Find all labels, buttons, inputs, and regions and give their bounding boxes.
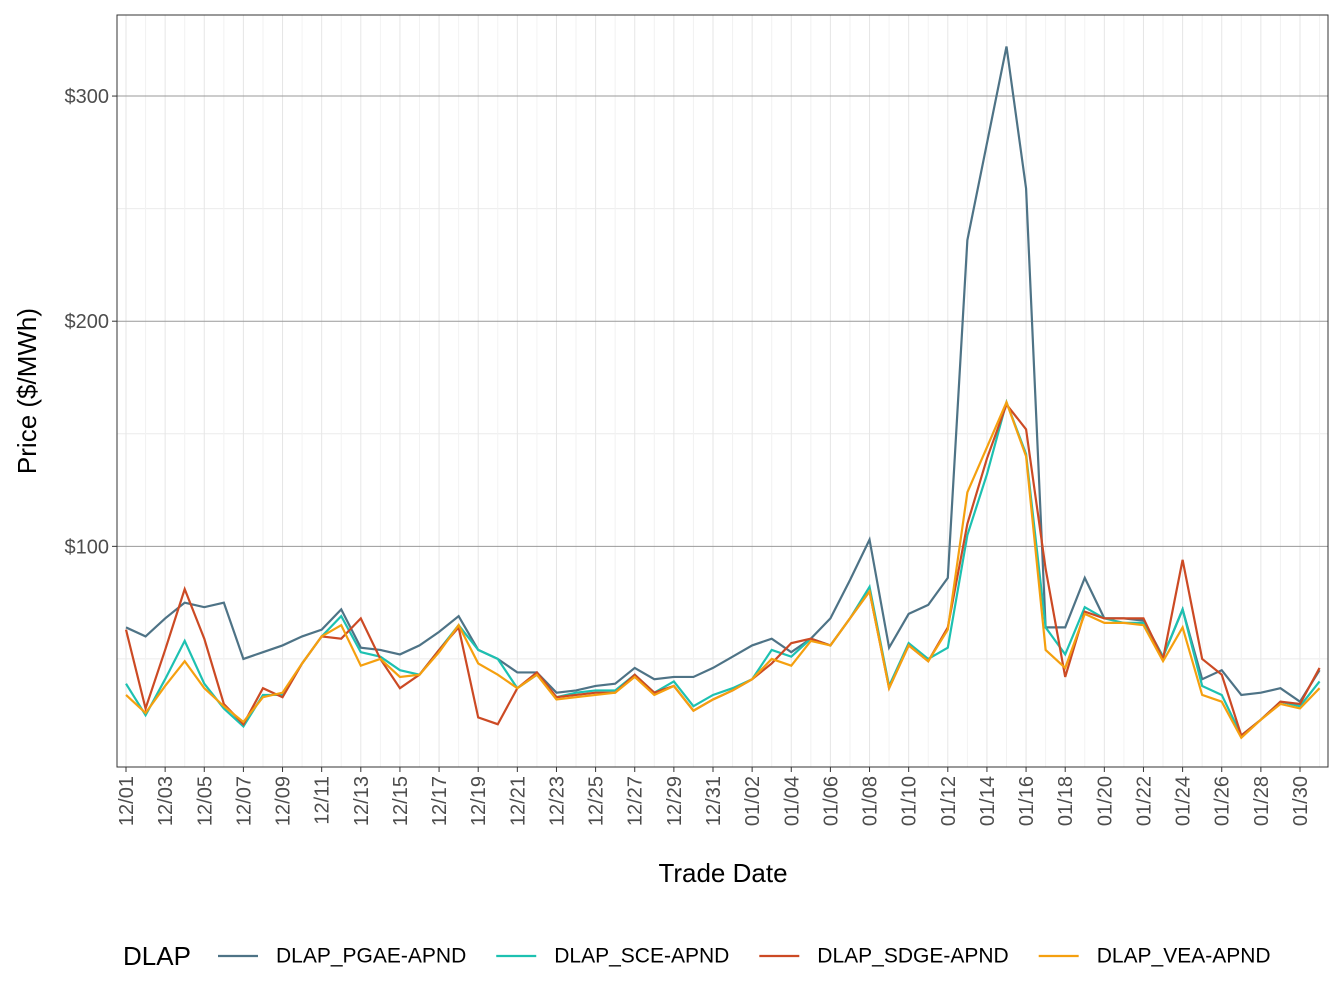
x-tick-label: 12/07 [233, 776, 255, 826]
x-tick-label: 12/01 [116, 776, 138, 826]
x-tick-label: 01/24 [1173, 776, 1195, 826]
legend-label: DLAP_VEA-APND [1097, 945, 1271, 968]
x-tick-label: 01/20 [1094, 776, 1116, 826]
x-tick-label: 01/30 [1290, 776, 1312, 826]
plot-border [116, 14, 1329, 768]
x-tick-label: 01/06 [820, 776, 842, 826]
y-tick-label: $300 [65, 86, 110, 108]
series-line [124, 402, 1321, 738]
x-tick-label: 12/03 [155, 776, 177, 826]
legend-label: DLAP_SDGE-APND [817, 945, 1008, 968]
x-tick-label: 12/11 [312, 776, 334, 825]
x-tick-label: 01/22 [1133, 776, 1155, 826]
x-tick-label: 01/04 [781, 776, 803, 826]
x-tick-label: 01/16 [1016, 776, 1038, 826]
x-tick-label: 12/29 [664, 776, 686, 826]
y-tick-label: $200 [65, 311, 110, 333]
legend: DLAP_PGAE-APND DLAP_SCE-APND DLAP_SDGE-APN… [218, 945, 1271, 968]
x-tick-label: 12/17 [429, 776, 451, 826]
grid [117, 15, 1328, 767]
series-line [125, 398, 1321, 738]
x-tick-label: 01/12 [938, 776, 960, 826]
legend-title: DLAP [123, 941, 191, 971]
x-tick-label: 12/25 [586, 776, 608, 826]
x-tick-label: 12/05 [194, 776, 216, 826]
x-tick-label: 12/21 [507, 776, 529, 826]
x-tick-label: 12/13 [351, 776, 373, 826]
x-tick-label: 01/10 [899, 776, 921, 826]
x-tick-label: 01/18 [1055, 776, 1077, 826]
x-tick-label: 01/08 [860, 776, 882, 826]
series-line [125, 399, 1321, 740]
x-tick-label: 12/19 [468, 776, 490, 826]
legend-label: DLAP_SCE-APND [554, 945, 729, 968]
series-line [125, 46, 1321, 704]
x-tick-label: 12/31 [703, 776, 725, 826]
x-tick-label: 12/09 [273, 776, 295, 826]
x-tick-label: 12/27 [625, 776, 647, 826]
x-tick-label: 12/23 [546, 776, 568, 826]
x-tick-label: 01/14 [977, 776, 999, 826]
x-tick-label: 01/26 [1212, 776, 1234, 826]
legend-label: DLAP_PGAE-APND [276, 945, 466, 968]
x-tick-label: 01/02 [742, 776, 764, 826]
y-tick-label: $100 [65, 536, 110, 558]
y-axis-title: Price ($/MWh) [12, 308, 42, 474]
x-tick-label: 12/15 [390, 776, 412, 826]
x-tick-label: 01/28 [1251, 776, 1273, 826]
x-axis-title: Trade Date [658, 858, 787, 888]
